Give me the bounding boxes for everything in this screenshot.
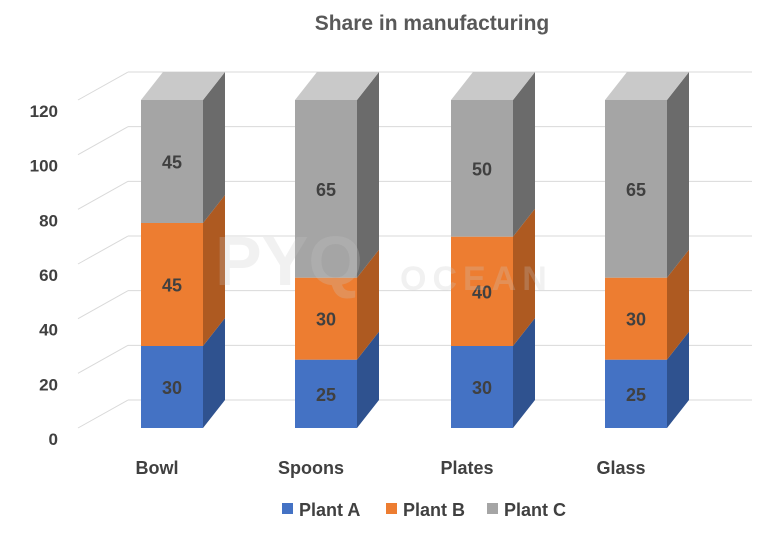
data-label: 50 <box>472 159 492 179</box>
legend: Plant A Plant B Plant C <box>282 500 566 520</box>
bar-side <box>667 72 689 278</box>
bar-top <box>605 72 689 100</box>
y-tick-label: 60 <box>39 266 58 285</box>
bar-glass-plant-a <box>605 359 667 428</box>
data-label: 30 <box>316 310 336 330</box>
gridline-diagonal <box>77 71 129 101</box>
bar-spoons-plant-c <box>295 100 357 278</box>
legend-swatch <box>487 503 498 514</box>
legend-swatch <box>386 503 397 514</box>
x-category-label: Spoons <box>278 458 344 478</box>
y-tick-label: 40 <box>39 321 58 340</box>
bar-side <box>203 195 225 346</box>
x-category-label: Glass <box>596 458 645 478</box>
data-label: 45 <box>162 153 182 173</box>
bar-side <box>513 72 535 237</box>
bar-spoons-plant-a <box>295 359 357 428</box>
x-axis: Bowl Spoons Plates Glass <box>136 458 646 478</box>
data-label: 25 <box>316 385 336 405</box>
data-label: 65 <box>316 180 336 200</box>
x-category-label: Bowl <box>136 458 179 478</box>
bar-side <box>203 72 225 223</box>
bar-bowl-plant-a <box>141 346 203 428</box>
watermark: PYQ OCEAN <box>215 222 553 300</box>
watermark-sub: OCEAN <box>400 260 553 298</box>
bar-plates-plant-b <box>451 236 513 346</box>
chart-title: Share in manufacturing <box>315 12 550 35</box>
gridline-diagonal <box>77 399 129 429</box>
data-label: 45 <box>162 276 182 296</box>
data-label: 30 <box>162 378 182 398</box>
gridline-diagonal <box>77 290 129 320</box>
legend-label: Plant C <box>504 500 566 520</box>
data-label: 30 <box>472 378 492 398</box>
x-category-label: Plates <box>440 458 493 478</box>
gridline-diagonal <box>77 235 129 265</box>
y-tick-label: 0 <box>49 430 58 449</box>
bar-side <box>203 318 225 428</box>
bar-spoons-plant-b <box>295 277 357 360</box>
y-tick-label: 80 <box>39 211 58 230</box>
bar-glass-plant-b <box>605 277 667 360</box>
bar-side <box>667 331 689 428</box>
data-label: 30 <box>626 310 646 330</box>
bar-bowl-plant-b <box>141 223 203 346</box>
gridline-diagonal <box>77 344 129 374</box>
bar-glass-plant-c <box>605 100 667 278</box>
y-axis: 0 20 40 60 80 100 120 <box>30 102 58 449</box>
y-tick-label: 20 <box>39 375 58 394</box>
bar-top <box>451 72 535 100</box>
data-label: 25 <box>626 385 646 405</box>
data-label: 40 <box>472 282 492 302</box>
bar-side <box>357 72 379 278</box>
data-label: 65 <box>626 180 646 200</box>
gridline-diagonal <box>77 126 129 156</box>
bar-side <box>513 208 535 346</box>
y-tick-label: 100 <box>30 157 58 176</box>
bar-top <box>295 72 379 100</box>
bar-bowl-plant-c <box>141 100 203 223</box>
legend-label: Plant B <box>403 500 465 520</box>
bar-plates-plant-c <box>451 100 513 237</box>
watermark-main: PYQ <box>215 222 363 300</box>
legend-swatch <box>282 503 293 514</box>
bars: 30 45 45 25 30 65 30 40 50 25 30 65 <box>141 72 689 428</box>
bar-plates-plant-a <box>451 346 513 428</box>
bar-side <box>513 318 535 428</box>
bar-side <box>357 331 379 428</box>
y-tick-label: 120 <box>30 102 58 121</box>
legend-label: Plant A <box>299 500 360 520</box>
gridline-diagonal <box>77 180 129 210</box>
bar-side <box>357 249 379 360</box>
bar-top <box>141 72 225 100</box>
bar-side <box>667 249 689 360</box>
